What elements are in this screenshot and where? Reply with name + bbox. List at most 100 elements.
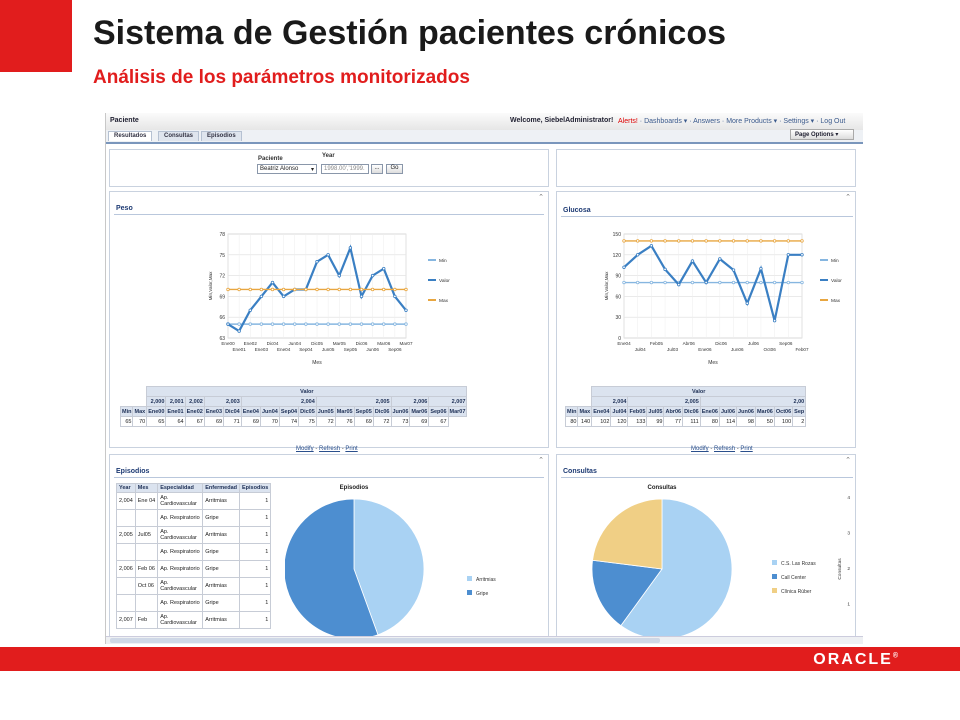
legend-label: Max [439,298,449,304]
y-axis-label: Min,Valor,Max [208,271,213,300]
horizontal-scrollbar[interactable] [106,636,863,644]
legend-swatch [467,590,472,595]
table-cell: 65 [146,416,167,427]
legend-label: Arritmias [476,577,496,583]
data-point-min [370,322,375,326]
data-point-min [731,280,736,285]
column-header: Sep [792,406,807,417]
table-row: 2,005 Jul05 Ap. Cardiovascular Arritmias 1 [116,526,272,544]
data-point-max [293,287,297,292]
y-tick-label: 4 [847,495,850,501]
column-header: Mar07 [447,406,468,417]
data-point-max [704,239,708,243]
data-point-max [718,239,722,243]
group-header: Valor [591,386,807,397]
scrollbar-thumb[interactable] [110,638,660,643]
year-header: 2,000 [146,396,167,407]
data-point-max [731,239,736,243]
x-tick-label: Sep04 [299,347,313,352]
peso-panel: Peso ⌃ 63 66 69 72 75 78 Ene00 Ene01 Ene02 Ene03 D… [109,191,549,452]
episodios-table: Year Mes Especialidad Enfermedad Episodios 2,… [116,483,272,629]
data-point-max [800,239,804,243]
data-point-max [690,239,695,243]
year-input[interactable]: 1998.00','1999. [321,164,369,174]
pie-title: Consultas [647,485,677,491]
x-tick-label: Sep06 [388,347,402,352]
legend-label: Clínica Rúber [781,589,812,595]
pie-slice [592,498,663,570]
table-cell: Ap. Cardiovascular [157,492,204,510]
table-cell: 75 [298,416,317,427]
table-cell: 67 [428,416,449,427]
table-row: 2,006 Feb 06 Ap. Respiratorio Gripe 1 [116,560,272,578]
nav-alerts[interactable]: Alerts! [618,118,638,125]
collapse-icon[interactable]: ⌃ [538,457,544,464]
data-point-valor [359,294,364,299]
y-tick-label: 0 [618,336,621,342]
year-more-button[interactable]: ... [371,164,383,174]
go-button[interactable]: Go [386,164,403,174]
table-cell: 69 [203,416,225,427]
data-point-valor [663,267,667,272]
table-cell: 72 [372,416,392,427]
y-axis-label: Consultas [837,558,843,580]
column-header: Max [577,406,593,417]
y-tick-label: 75 [219,253,225,259]
data-point-valor [649,244,654,248]
legend-label: Min [439,258,447,264]
data-point-max [622,239,626,243]
modify-link[interactable]: Modify [296,446,314,452]
data-point-valor [326,253,330,257]
x-tick-label: Ene02 [244,341,258,346]
refresh-link[interactable]: Refresh [714,446,736,452]
collapse-icon[interactable]: ⌃ [845,457,851,464]
table-cell: Jul05 [134,526,159,544]
column-header: Ene00 [146,406,167,417]
table-cell: 65 [119,416,134,427]
table-cell: 72 [315,416,336,427]
data-point-valor [348,246,353,250]
tab-consultas[interactable]: Consultas [158,131,200,141]
column-header: Jul04 [610,406,629,417]
table-cell: 77 [663,416,684,427]
collapse-icon[interactable]: ⌃ [538,194,544,201]
table-cell: 1 [238,611,272,629]
year-header: 2,001 [165,396,186,407]
table-cell: Feb 06 [134,560,159,578]
refresh-link[interactable]: Refresh [319,446,341,452]
column-header: Jun04 [259,406,280,417]
table-cell: Arritmias [202,611,240,629]
data-point-valor [759,266,763,271]
page-options-button[interactable]: Page Options ▾ [790,129,854,140]
data-point-min [304,322,308,326]
column-header: Jun06 [736,406,756,417]
data-point-valor [248,308,252,312]
tab-episodios[interactable]: Episodios [201,131,242,141]
table-cell [134,509,159,527]
table-cell: Gripe [202,594,240,612]
nav-settings[interactable]: Settings [783,118,809,125]
paciente-select[interactable]: Beatriz Alonso ▾ [257,164,317,174]
data-point-max [382,287,386,292]
data-point-valor [635,253,640,257]
app-screenshot: Paciente Welcome, SiebelAdministrator! A… [105,113,863,644]
y-axis-label: Min,Valor,Max [604,271,609,300]
nav-answers[interactable]: Answers [693,118,720,125]
nav-more-products[interactable]: More Products [726,118,772,125]
table-cell [116,577,136,595]
nav-dashboards[interactable]: Dashboards [644,118,682,125]
nav-logout[interactable]: Log Out [820,118,846,125]
print-link[interactable]: Print [740,446,753,452]
data-point-valor [786,253,791,257]
tab-resultados[interactable]: Resultados [108,131,153,141]
collapse-icon[interactable]: ⌃ [845,194,851,201]
modify-link[interactable]: Modify [691,446,709,452]
data-point-min [359,322,364,326]
consultas-title: Consultas [563,468,597,475]
peso-links: Modify - Refresh - Print [296,446,358,452]
x-tick-label: Jul04 [635,347,646,352]
x-axis-label: Mes [312,360,322,366]
year-header-row: 2,000 2,001 2,002 2,003 2,004 2,005 2,006 2,007 [120,396,468,407]
print-link[interactable]: Print [345,446,358,452]
data-point-max [348,287,353,292]
